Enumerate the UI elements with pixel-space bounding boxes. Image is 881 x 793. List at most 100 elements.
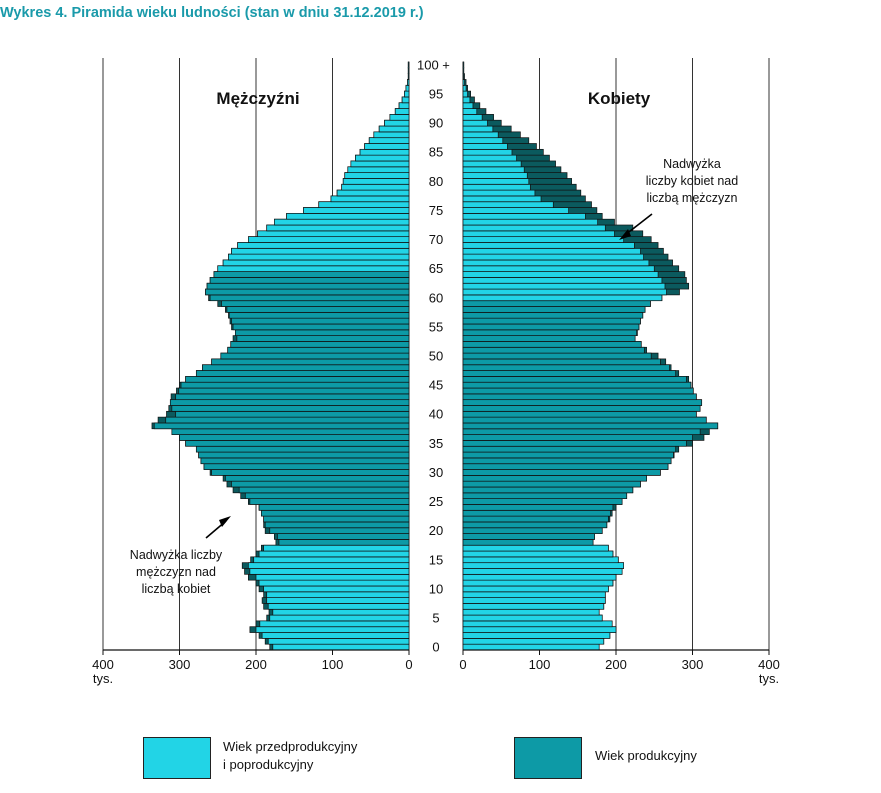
age-label-95: 95 bbox=[429, 87, 443, 102]
legend-swatch-non-working bbox=[143, 737, 211, 779]
bar-female-base-age-23 bbox=[462, 509, 611, 517]
bar-male-base-age-22 bbox=[263, 515, 410, 523]
bar-female-base-age-84 bbox=[462, 154, 517, 162]
age-label-100: 100 + bbox=[417, 57, 450, 72]
bar-female-base-age-34 bbox=[462, 445, 677, 453]
bar-female-base-age-89 bbox=[462, 125, 494, 133]
bar-male-base-age-4 bbox=[259, 620, 410, 628]
bar-female-base-age-88 bbox=[462, 131, 499, 139]
bar-female-base-age-96 bbox=[462, 84, 467, 92]
bar-male-base-age-54 bbox=[234, 329, 410, 336]
bar-female-base-age-25 bbox=[462, 498, 623, 505]
bar-female-base-age-65 bbox=[462, 265, 655, 272]
bar-male-base-age-6 bbox=[272, 608, 410, 616]
age-label-80: 80 bbox=[429, 174, 443, 189]
bar-female-base-age-10 bbox=[462, 585, 609, 593]
bar-male-base-age-42 bbox=[169, 399, 410, 406]
bar-male-base-age-38 bbox=[153, 422, 410, 430]
bar-male-base-age-92 bbox=[394, 108, 410, 115]
bar-male-base-age-39 bbox=[165, 416, 410, 424]
bar-female-base-age-8 bbox=[462, 597, 606, 604]
bar-male-base-age-34 bbox=[195, 445, 410, 453]
bar-female-base-age-43 bbox=[462, 393, 697, 401]
bar-female-base-age-71 bbox=[462, 230, 615, 238]
bar-male-base-age-89 bbox=[378, 125, 410, 133]
bar-female-base-age-4 bbox=[462, 620, 613, 628]
age-label-70: 70 bbox=[429, 232, 443, 247]
bar-female-base-age-94 bbox=[462, 96, 471, 104]
bar-female-base-age-87 bbox=[462, 137, 504, 144]
unit-label-female: tys. bbox=[759, 671, 779, 686]
bar-male-base-age-15 bbox=[253, 556, 410, 564]
bar-female-base-age-20 bbox=[462, 527, 603, 534]
legend-label-working: Wiek produkcyjny bbox=[595, 748, 697, 763]
bar-female-base-age-66 bbox=[462, 259, 650, 267]
bar-female-base-age-80 bbox=[462, 178, 530, 185]
bar-male-base-age-76 bbox=[318, 201, 410, 208]
male-surplus-annotation-line3: liczbą kobiet bbox=[142, 582, 211, 596]
bar-male-base-age-28 bbox=[231, 480, 410, 488]
age-label-25: 25 bbox=[429, 494, 443, 509]
male-side-title: Mężczyźni bbox=[216, 89, 299, 108]
age-label-60: 60 bbox=[429, 290, 443, 305]
bar-male-base-age-7 bbox=[267, 603, 410, 610]
bar-male-base-age-55 bbox=[232, 323, 410, 331]
bar-male-base-age-9 bbox=[266, 591, 410, 598]
bar-male-base-age-44 bbox=[178, 387, 410, 395]
bar-male-base-age-72 bbox=[266, 224, 410, 232]
bar-male-base-age-68 bbox=[231, 247, 410, 255]
bar-female-base-age-90 bbox=[462, 119, 488, 127]
bar-male-base-age-63 bbox=[209, 277, 410, 284]
bar-female-base-age-39 bbox=[462, 416, 707, 424]
bar-male-base-age-95 bbox=[404, 90, 410, 98]
bar-male-base-age-23 bbox=[261, 509, 410, 517]
bar-female-base-age-24 bbox=[462, 504, 614, 511]
bar-male-base-age-0 bbox=[272, 643, 410, 651]
bar-male-base-age-1 bbox=[267, 638, 410, 645]
bar-male-base-age-52 bbox=[230, 341, 410, 348]
tick-label-female-100: 100 bbox=[529, 657, 551, 672]
bar-female-base-age-68 bbox=[462, 247, 641, 255]
bar-female-base-age-49 bbox=[462, 358, 661, 366]
female-surplus-annotation-line3: liczbą mężczyzn bbox=[647, 191, 738, 205]
bar-male-base-age-43 bbox=[175, 393, 410, 401]
bar-female-base-age-70 bbox=[462, 236, 624, 243]
age-label-55: 55 bbox=[429, 319, 443, 334]
bar-male-base-age-25 bbox=[249, 498, 410, 505]
tick-label-female-300: 300 bbox=[682, 657, 704, 672]
bar-female-base-age-73 bbox=[462, 218, 598, 226]
bar-female-base-age-17 bbox=[462, 544, 609, 552]
bar-female-base-age-64 bbox=[462, 271, 659, 278]
bar-female-base-age-83 bbox=[462, 160, 522, 168]
bar-female-base-age-98 bbox=[462, 73, 465, 80]
bar-male-base-age-5 bbox=[269, 614, 410, 622]
chart-labels: Mężczyźni Kobiety Nadwyżka liczby kobiet… bbox=[130, 89, 738, 596]
bar-female-base-age-6 bbox=[462, 608, 600, 616]
bar-female-base-age-62 bbox=[462, 282, 666, 290]
bar-female-base-age-42 bbox=[462, 399, 703, 406]
bar-male-base-age-12 bbox=[255, 573, 410, 581]
age-label-50: 50 bbox=[429, 349, 443, 364]
bar-female-base-age-45 bbox=[462, 381, 692, 389]
bar-male-base-age-85 bbox=[359, 148, 410, 156]
age-label-5: 5 bbox=[432, 610, 439, 625]
bar-female-base-age-18 bbox=[462, 539, 594, 546]
bar-female-base-age-36 bbox=[462, 434, 693, 441]
bar-female-base-age-78 bbox=[462, 189, 536, 197]
bar-male-base-age-53 bbox=[236, 335, 410, 342]
bar-female-base-age-55 bbox=[462, 323, 640, 331]
bar-male-base-age-70 bbox=[248, 236, 410, 243]
bar-male-base-age-35 bbox=[185, 440, 410, 447]
bar-female-base-age-5 bbox=[462, 614, 603, 622]
bar-male-base-age-51 bbox=[227, 346, 410, 354]
bar-female-base-age-38 bbox=[462, 422, 719, 430]
bar-male-base-age-41 bbox=[171, 405, 410, 412]
bar-female-base-age-51 bbox=[462, 346, 645, 354]
bar-male-base-age-69 bbox=[237, 242, 410, 249]
female-side-title: Kobiety bbox=[588, 89, 651, 108]
age-axis: 0 5 10 15 20 25 30 35 40 45 50 55 60 65 70 75 80 85 90 95 10… bbox=[417, 57, 450, 654]
bar-female-base-age-59 bbox=[462, 300, 651, 307]
age-label-30: 30 bbox=[429, 465, 443, 480]
bar-male-base-age-57 bbox=[228, 311, 410, 319]
bar-female-base-age-14 bbox=[462, 562, 624, 569]
